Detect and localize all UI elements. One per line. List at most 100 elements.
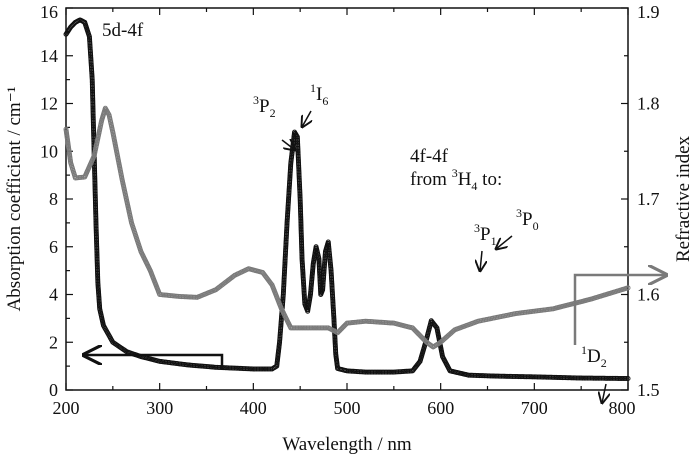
data-point [494,373,500,379]
data-point [545,374,551,380]
transition-3p2-label: 3P2 [253,93,276,120]
y-right-tick-label: 1.9 [637,2,660,22]
x-tick-label: 800 [609,398,636,418]
data-point [93,234,99,240]
data-point [559,375,565,381]
data-point [538,374,544,380]
data-point [588,375,594,381]
data-point [92,164,98,170]
data-point [253,366,259,372]
data-point [573,375,579,381]
data-point [527,374,533,380]
data-point [94,247,100,253]
data-point [528,374,534,380]
data-point [297,193,303,199]
data-point [583,375,589,381]
data-point [541,374,547,380]
data-point [90,91,96,97]
data-point [299,253,305,259]
data-point [550,374,556,380]
data-point [378,369,384,375]
y-left-tick-label: 6 [49,237,58,257]
data-point [297,325,303,331]
data-point [297,185,303,191]
data-point [595,375,601,381]
data-point [389,369,395,375]
data-point [294,325,300,331]
data-point [578,375,584,381]
pointer-1d2 [602,383,606,403]
y-right-tick-label: 1.6 [637,285,660,305]
data-point [300,325,306,331]
data-point [539,374,545,380]
band-4f4f-from-label: from 3H4 to: [410,166,502,193]
data-point [92,178,98,184]
left-axis-arrow [84,355,224,370]
data-point [319,325,325,331]
data-point [295,151,301,157]
data-point [296,166,302,172]
data-point [95,270,101,276]
data-point [558,375,564,381]
data-point [303,325,309,331]
data-point [383,369,389,375]
data-point [94,256,100,262]
letter: I [316,84,322,105]
data-point [94,267,100,273]
data-point [295,150,301,156]
data-point [299,245,305,251]
data-point [94,242,100,248]
data-point [505,373,511,379]
data-point [317,325,323,331]
data-point [603,375,609,381]
letter: P [522,209,533,230]
data-point [606,375,612,381]
data-point [90,93,96,99]
data-point [90,89,96,95]
data-point [93,204,99,210]
data-point [93,223,99,229]
data-point [591,375,597,381]
data-point [625,376,631,382]
data-point [297,198,303,204]
data-point [536,374,542,380]
data-point [549,374,555,380]
data-point [93,218,99,224]
data-point [89,78,95,84]
x-tick-label: 600 [427,398,454,418]
sub: 1 [491,234,497,248]
data-point [547,374,553,380]
data-point [371,369,377,375]
data-point [92,174,98,180]
data-point [92,169,98,175]
data-point [93,214,99,220]
data-point [297,205,303,211]
data-point [260,366,266,372]
data-point [291,325,297,331]
data-point [299,248,305,254]
data-point [377,369,383,375]
data-point [92,194,98,200]
data-point [299,325,305,331]
data-point [94,245,100,251]
data-point [567,375,573,381]
data-point [93,212,99,218]
data-point [298,224,304,230]
data-point [90,121,96,127]
data-point [93,228,99,234]
data-point [296,159,302,165]
data-point [542,374,548,380]
data-point [90,120,96,126]
data-point [94,259,100,265]
transition-3p1-label: 3P1 [474,221,497,248]
pointer-3p0 [496,235,513,249]
y-left-tick-label: 16 [40,2,58,22]
data-point [93,236,99,242]
right-axis-arrow [573,275,666,345]
data-point [93,202,99,208]
to-text: to: [477,169,502,190]
data-point [261,366,267,372]
data-point [292,325,298,331]
data-point [555,374,561,380]
data-point [614,375,620,381]
